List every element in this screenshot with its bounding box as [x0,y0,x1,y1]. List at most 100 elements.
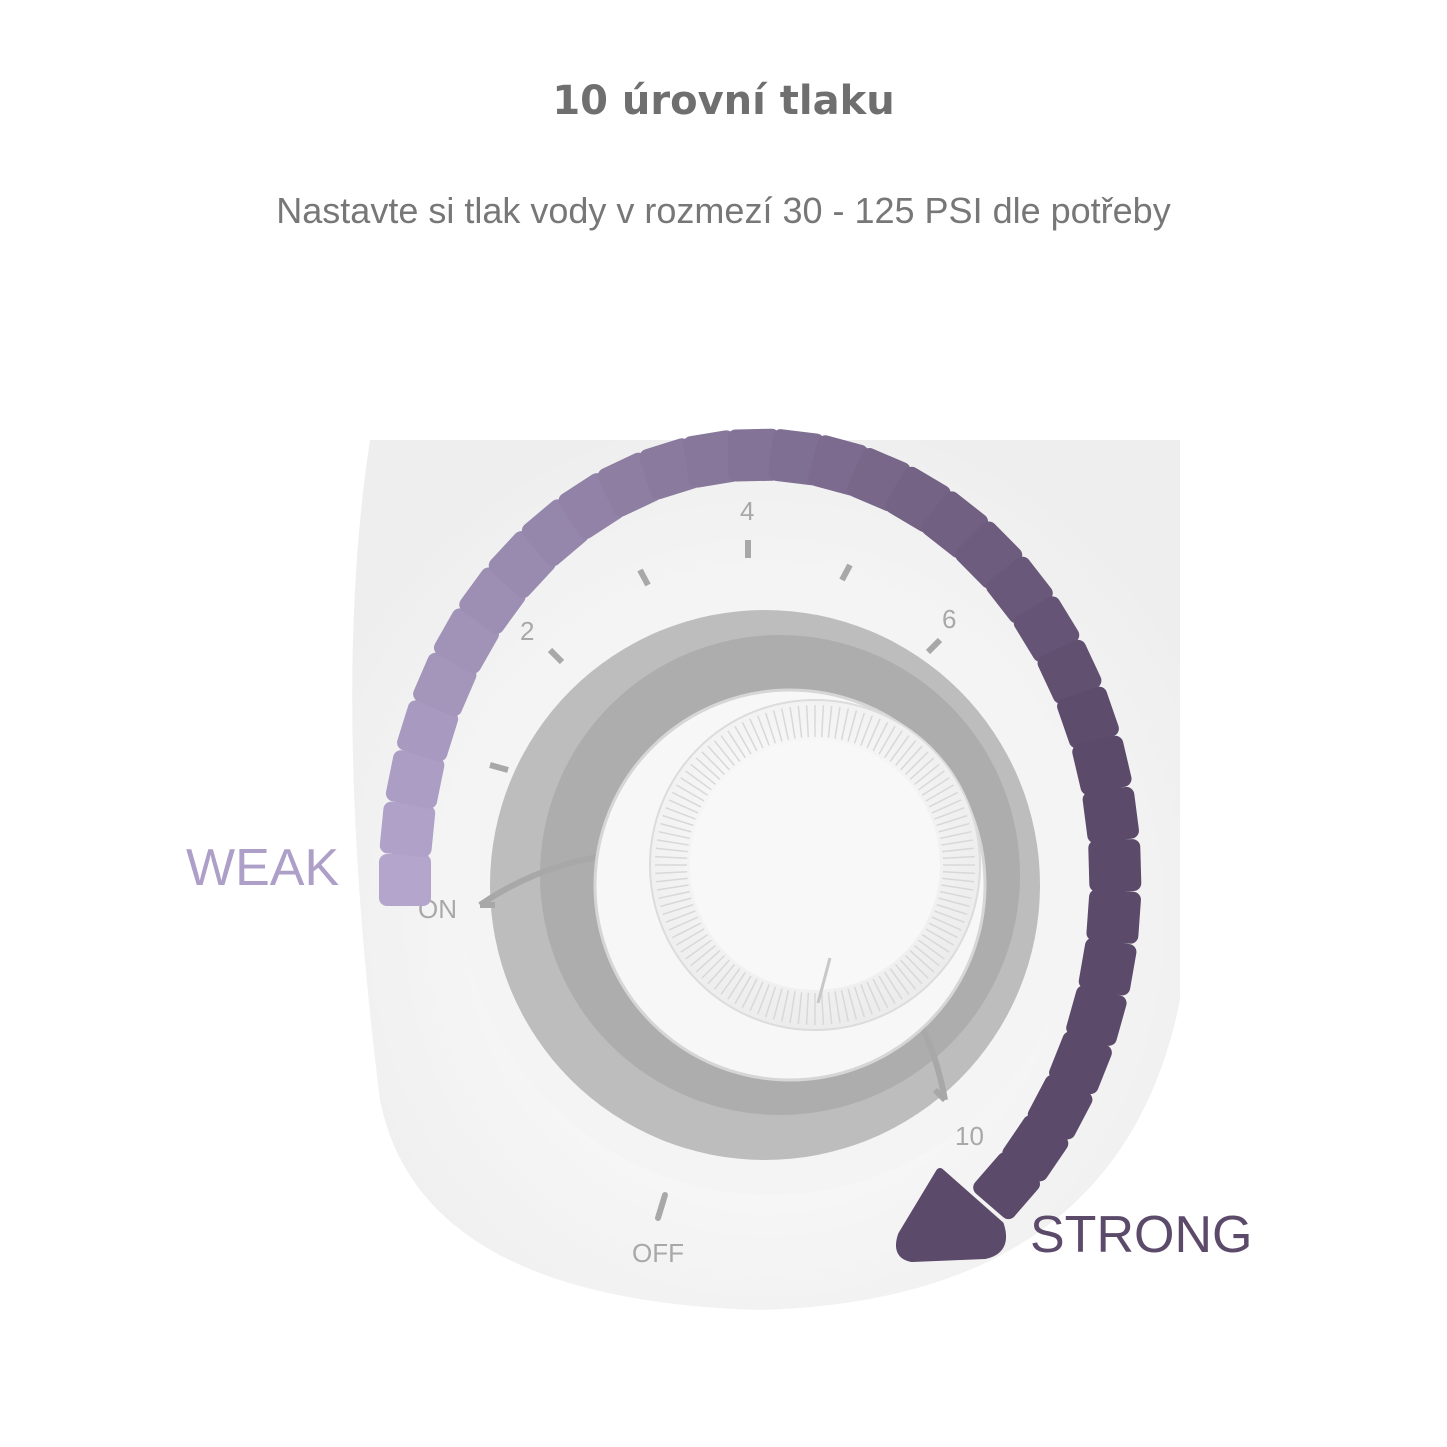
knurl-line [931,916,962,931]
knurl-line [878,975,896,1004]
knurl-line [655,847,688,853]
scale-label-4: 4 [740,496,754,526]
knurl-line [914,763,940,785]
knurl-line [942,855,975,860]
knurl-line [853,712,866,744]
pressure-level-segment [1086,889,1141,944]
knurl-line [942,877,975,883]
knurl-line [936,814,968,827]
knurl-line [909,757,935,780]
knurl-line [685,770,712,791]
knurl-line [797,705,803,738]
knurl-line [665,910,696,924]
knurl-line [658,890,690,900]
knurl-line [655,877,688,883]
pressure-level-segment [1049,1031,1112,1095]
knurl-line [713,740,735,766]
knurl-line [772,710,783,742]
page-subtitle: Nastavte si tlak vody v rozmezí 30 - 125… [276,190,1171,231]
pressure-level-segment [379,801,436,857]
pressure-level-segment [1057,686,1119,749]
knurl-line [934,910,965,924]
knurl-line [895,964,917,990]
knurl-line [727,971,746,1000]
pressure-level-segment [1078,937,1137,996]
scale-tick [637,568,651,587]
knurl-line [772,988,783,1020]
knurl-line [658,830,690,840]
knurl-line [847,988,858,1020]
scale-tick [547,647,565,665]
pressure-level-segment [413,652,477,717]
knurl-line [925,928,954,946]
strong-arrow-icon [896,1168,1007,1262]
knurl-line [805,705,810,738]
knurl-line [936,903,968,916]
knurl-line [780,708,790,740]
knurl-line [660,822,692,833]
knurl-line [727,730,746,759]
pressure-level-segment [1088,839,1142,893]
knurl-line [656,839,689,846]
knurl-line [734,975,752,1004]
knurl-line [656,884,689,891]
knurl-line [756,715,770,746]
knurl-line [734,726,752,755]
knurl-line [921,934,950,953]
page-title: 10 úrovní tlaku [552,78,895,124]
knurl-line [672,791,702,808]
knurl-line [860,715,874,746]
knurl-line [834,706,841,739]
scale-ticks [480,540,948,1103]
scale-tick [839,563,853,582]
knurl-line [909,950,935,973]
knurl-line [904,751,929,776]
knurl-line [756,984,770,1015]
scale-label-2: 2 [520,616,534,646]
knurl-line [820,705,825,738]
knurl-line [889,735,910,762]
knurl-line [889,968,910,995]
knurl-line [797,992,803,1025]
knurl-line [741,978,758,1008]
knurl-line [780,990,790,1022]
knurl-line [789,991,796,1024]
knurl-line [925,784,954,802]
scale-tick [925,637,943,655]
scale-tick [932,1087,948,1103]
knurl-line [934,806,965,820]
pressure-level-segment [1082,786,1139,844]
knurl-line [655,855,688,860]
knurl-line [701,954,726,979]
knob[interactable] [593,688,987,1082]
knurl-line [941,839,974,846]
scale-tick [489,762,509,773]
knurl-line [840,708,850,740]
knurl-line [668,916,699,931]
pressure-level-bar [379,428,1142,1220]
knurl-line [940,830,972,840]
knurl-line [866,718,881,749]
knurl-line [928,791,958,808]
knurl-line [662,903,694,916]
knurl-line [827,705,833,738]
knurl-line [707,745,730,771]
knurl-line [938,822,970,833]
knurl-line [690,763,716,785]
knurl-line [884,971,903,1000]
knurl-line [860,984,874,1015]
knurl-line [690,945,716,967]
knurl-line [884,730,903,759]
knurl-line [866,981,881,1012]
pressure-level-segment [1037,639,1102,704]
pressure-level-segment [1066,985,1127,1046]
knurl-line [872,978,889,1008]
knurl-line [695,950,721,973]
off-tick [655,1192,668,1221]
knurl-line [707,959,730,985]
knurl-line [720,735,741,762]
knurl-line [720,968,741,995]
pressure-level-segment [683,430,741,488]
pressure-level-segment [1072,735,1132,796]
pressure-level-segment [727,428,781,482]
